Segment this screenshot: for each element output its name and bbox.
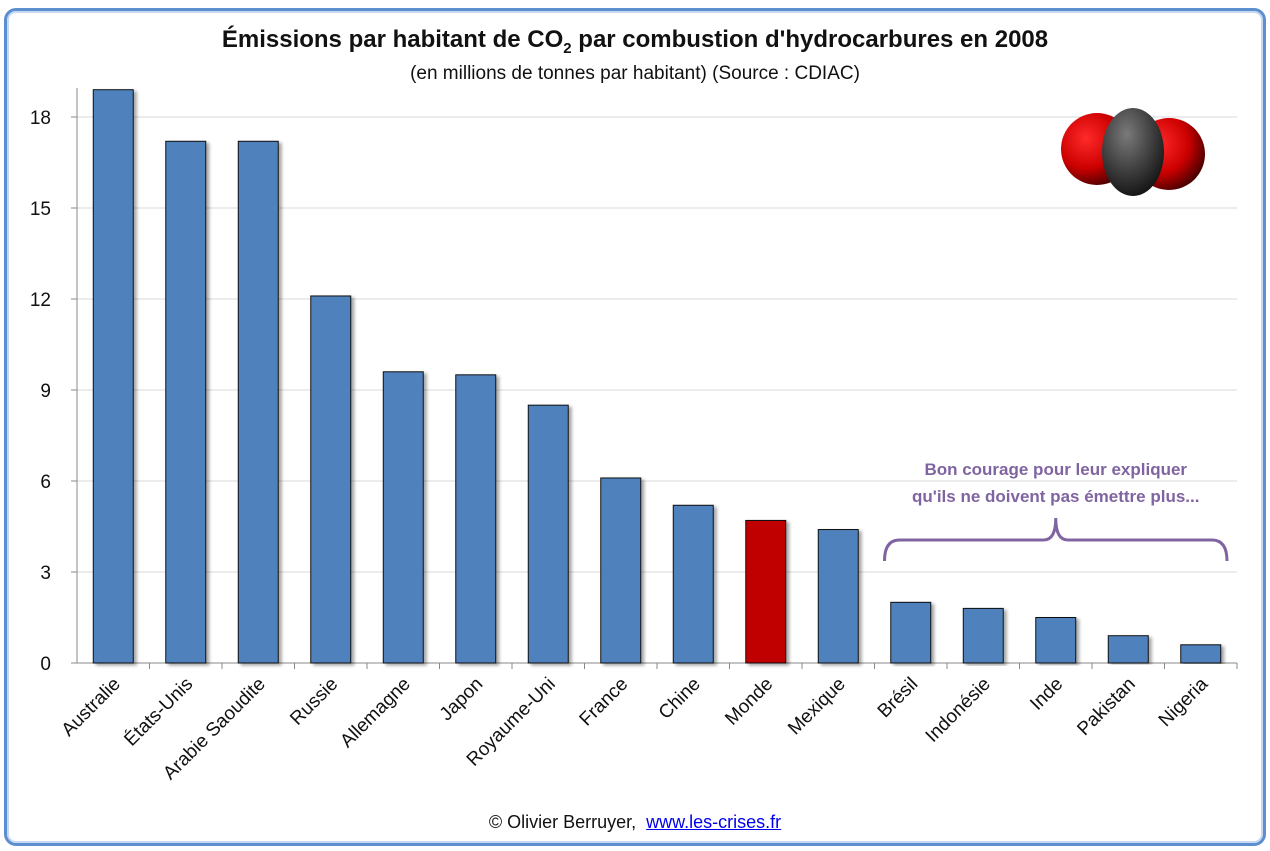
x-tick-label: Monde xyxy=(721,674,777,730)
annotation-brace xyxy=(883,517,1229,562)
bar-australie xyxy=(92,89,134,664)
bar-france xyxy=(600,477,642,664)
bar-royaume-uni xyxy=(527,404,569,664)
x-tick-label: Japon xyxy=(436,674,487,725)
chart-subtitle: (en millions de tonnes par habitant) (So… xyxy=(410,63,860,84)
x-tick-label: France xyxy=(576,674,633,731)
y-tick-label: 3 xyxy=(40,563,51,584)
x-tick-label: Russie xyxy=(286,674,342,730)
title-subscript: 2 xyxy=(563,39,572,57)
y-tick-label: 12 xyxy=(30,290,51,311)
x-tick-label: États-Unis xyxy=(120,674,197,751)
title-text: Émissions par habitant de CO xyxy=(221,26,564,53)
x-tick-label: Allemagne xyxy=(336,674,414,752)
x-tick-label: Brésil xyxy=(874,674,922,722)
chart-frame xyxy=(4,8,1266,846)
x-tick-label: Indonésie xyxy=(922,674,995,747)
bar-brésil xyxy=(890,601,932,664)
x-tick-label: Mexique xyxy=(784,674,850,740)
y-tick-label: 18 xyxy=(30,108,51,129)
annotation-text: qu'ils ne doivent pas émettre plus... xyxy=(912,487,1199,506)
footer-author: © Olivier Berruyer, xyxy=(488,812,637,832)
x-tick-label: Pakistan xyxy=(1073,674,1139,740)
bar-japon xyxy=(455,374,497,664)
title-text-end: par combustion d'hydrocarbures en 2008 xyxy=(571,26,1049,53)
bar-allemagne xyxy=(382,371,424,664)
bar-arabie-saoudite xyxy=(237,140,279,664)
bar-états-unis xyxy=(165,140,207,664)
y-tick-label: 6 xyxy=(40,472,51,493)
bar-pakistan xyxy=(1107,635,1149,664)
x-tick-label: Inde xyxy=(1026,674,1067,715)
bar-nigeria xyxy=(1180,644,1222,664)
bar-monde xyxy=(745,519,787,664)
annotation-text: Bon courage pour leur expliquer xyxy=(924,460,1187,479)
y-tick-label: 0 xyxy=(40,654,51,675)
bar-indonésie xyxy=(962,607,1004,664)
x-tick-label: Australie xyxy=(58,674,125,741)
co2-molecule-icon xyxy=(1061,108,1205,196)
y-tick-label: 9 xyxy=(40,381,51,402)
bar-chine xyxy=(672,504,714,664)
x-tick-label: Nigeria xyxy=(1155,673,1213,731)
y-tick-label: 15 xyxy=(30,199,51,220)
bar-russie xyxy=(310,295,352,664)
bar-inde xyxy=(1035,617,1077,664)
x-tick-label: Chine xyxy=(655,674,705,724)
footer: © Olivier Berruyer, www.les-crises.fr xyxy=(0,812,1270,833)
chart-title: Émissions par habitant de CO2 par combus… xyxy=(0,26,1270,57)
footer-link[interactable]: www.les-crises.fr xyxy=(646,812,782,832)
bar-mexique xyxy=(817,529,859,664)
